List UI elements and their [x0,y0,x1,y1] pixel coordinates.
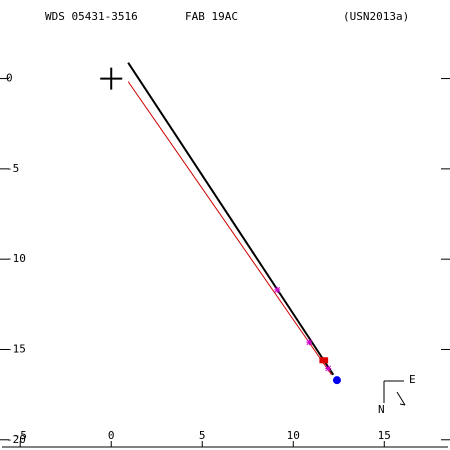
circle-marker [332,376,341,385]
x-tick-label: 5 [199,429,206,442]
asterisk-stroke [325,365,332,372]
compass: E N [378,373,416,416]
x-tick-label: 0 [108,429,115,442]
compass-label: E [409,373,416,386]
asterisk-marker [306,339,313,346]
y-tick-label: -15 [6,342,26,355]
chart-subtitle: FAB 19AC [185,10,238,23]
orbit-line [127,81,332,376]
x-tick-label: -5 [14,429,27,442]
reference: (USN2013a) [343,10,409,23]
y-tick-label: -5 [6,162,19,175]
primary-star [100,67,123,90]
x-tick-label: 15 [378,429,391,442]
asterisk-stroke [306,339,313,346]
compass-arrow [399,403,406,406]
square-marker [322,357,329,364]
compass-label: N [378,403,385,416]
compass-arrow [396,391,406,406]
asterisk-marker [325,365,332,372]
chart-title: WDS 05431-3516 [45,10,138,23]
x-tick-label: 10 [287,429,300,442]
y-tick-label: 0 [6,72,13,85]
orbit-line [127,62,335,376]
y-tick-label: -20 [6,433,26,446]
y-tick-label: -10 [6,252,26,265]
asterisk-stroke [274,287,281,293]
asterisk-marker [274,286,281,293]
